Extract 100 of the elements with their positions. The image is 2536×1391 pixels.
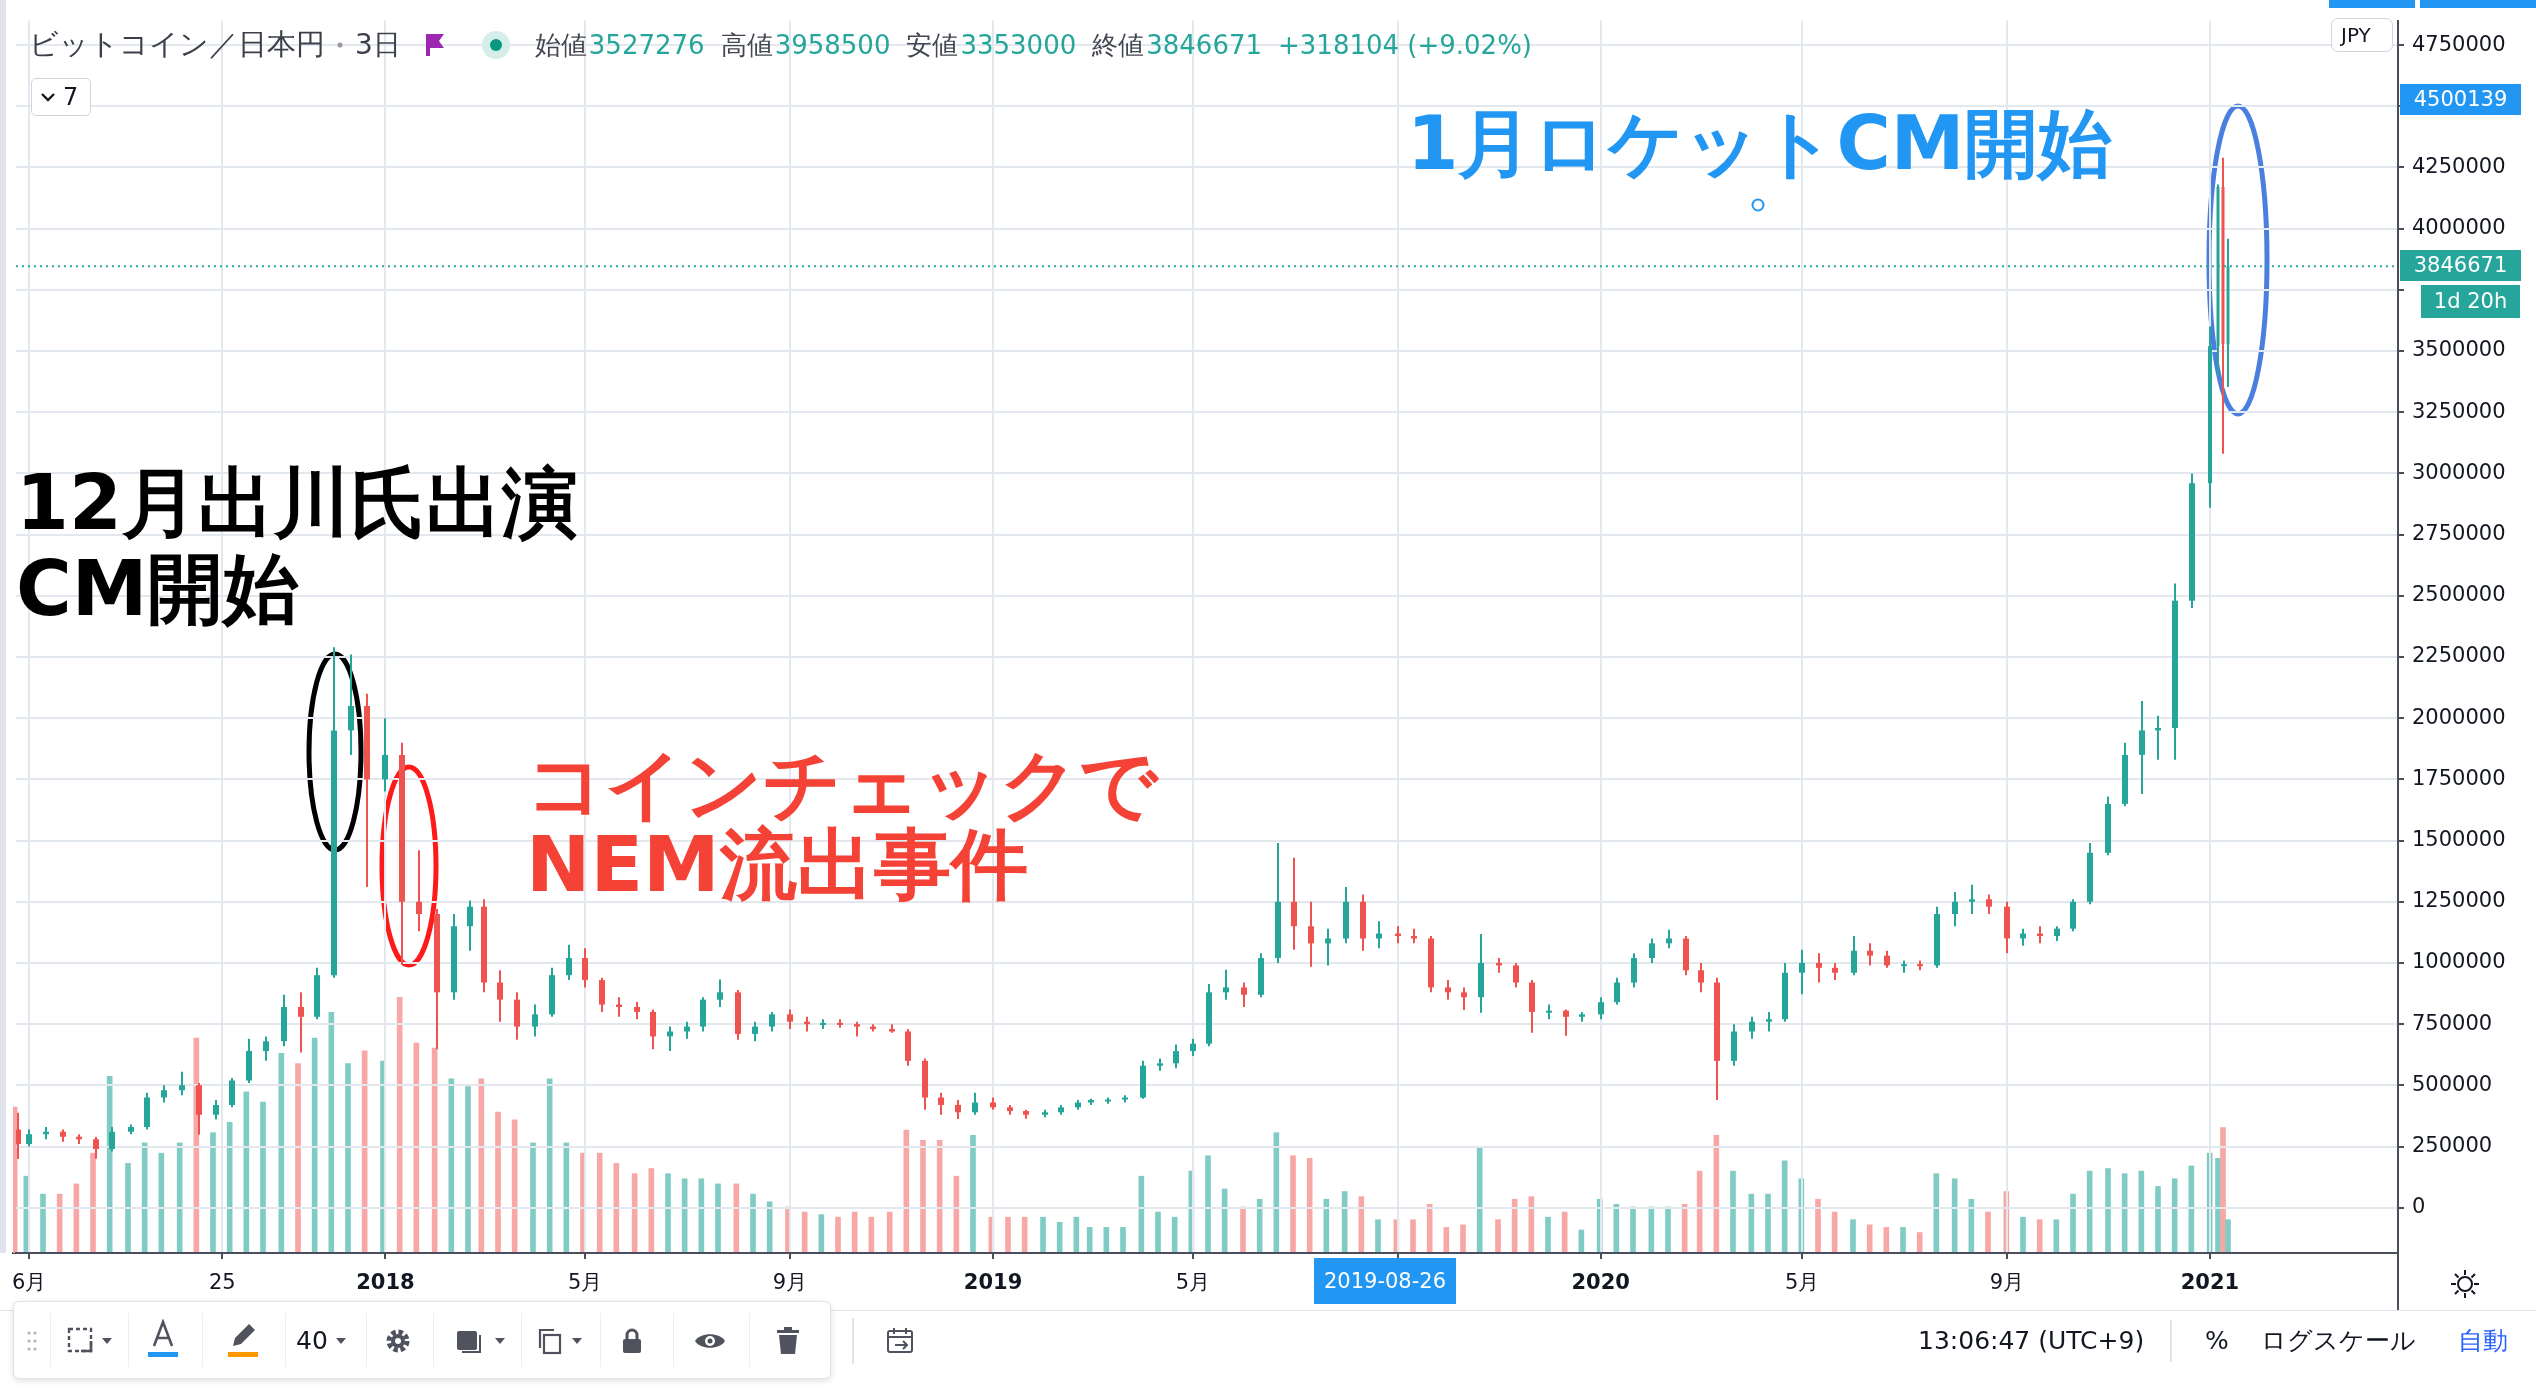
bar (750, 1193, 756, 1253)
annotation: 3958500 (774, 30, 891, 60)
candlestick (1461, 986, 1467, 1011)
annotation: 始値 (534, 28, 587, 62)
candlestick (1799, 948, 1805, 996)
candlestick (15, 1111, 21, 1161)
candlestick (497, 969, 503, 1023)
candlestick (1816, 952, 1822, 984)
bar (1240, 1206, 1246, 1253)
candlestick (1223, 968, 1229, 1001)
x-tick-label: 5月 (1784, 1270, 1820, 1295)
bar (1460, 1224, 1466, 1253)
bar (1900, 1227, 1906, 1253)
bar (715, 1183, 721, 1253)
bar (465, 1086, 471, 1253)
candlestick (1666, 928, 1672, 950)
bar (260, 1101, 266, 1253)
bar (1985, 1211, 1991, 1253)
bar (1815, 1198, 1821, 1253)
bar (1205, 1155, 1211, 1253)
bar (1545, 1216, 1551, 1253)
annotation: 高値 (720, 28, 773, 62)
y-tick-label: 2000000 (2412, 704, 2506, 729)
y-tick-label: 1500000 (2412, 827, 2506, 852)
x-tick-label: 2019 (963, 1270, 1023, 1295)
y-tick-label: 2750000 (2412, 521, 2506, 546)
bar (920, 1140, 926, 1253)
candlestick (1749, 1015, 1755, 1040)
bar (2105, 1168, 2111, 1253)
ref-line-label: 3846671 (2400, 250, 2521, 281)
bar (2020, 1216, 2026, 1253)
y-tick-label: 3500000 (2412, 337, 2506, 362)
candlestick (1563, 1008, 1569, 1037)
candlestick (972, 1091, 978, 1116)
y-tick-label: 250000 (2412, 1132, 2493, 1157)
candlestick (1614, 976, 1620, 1006)
y-tick-label: 3000000 (2412, 459, 2506, 484)
bar (1850, 1219, 1856, 1253)
x-tick-label: 9月 (772, 1270, 808, 1295)
bar (530, 1142, 536, 1253)
bar (1120, 1227, 1126, 1253)
bar (2155, 1186, 2161, 1253)
bar (1630, 1206, 1636, 1253)
bar (2070, 1193, 2076, 1253)
x-tick-label: 5月 (568, 1270, 603, 1295)
text: 13:06:47 (UTC+9) (1918, 1326, 2145, 1356)
bar (495, 1111, 501, 1253)
candlestick (752, 1020, 758, 1043)
annotation: コインチェックで NEM流出事件 (526, 740, 1158, 910)
y-tick-label: 4250000 (2412, 153, 2506, 178)
annotation: JPY (2341, 22, 2371, 49)
annotation: 12月出川氏出演 CM開始 (16, 458, 578, 633)
annotation: 3846671 (1146, 30, 1263, 60)
bar (1495, 1219, 1501, 1253)
x-tick-label: 6月 (12, 1270, 47, 1295)
text: 4500139 (2400, 84, 2521, 115)
bar (1005, 1216, 1011, 1253)
text: 2019-08-26 (1314, 1258, 1456, 1304)
y-tick-label: 2250000 (2412, 643, 2506, 668)
annotation: 3353000 (960, 30, 1077, 60)
bar (40, 1193, 46, 1253)
y-tick-label: 0 (2412, 1194, 2426, 1219)
bar (1375, 1219, 1381, 1253)
candlestick (1649, 937, 1655, 964)
text: 40 (296, 1326, 328, 1356)
candlestick (263, 1035, 269, 1062)
candlestick (1766, 1010, 1772, 1033)
bar (1765, 1193, 1771, 1253)
candlestick (1308, 900, 1314, 968)
bar (210, 1132, 216, 1253)
candlestick (109, 1125, 115, 1153)
candlestick (582, 947, 588, 989)
bar (835, 1216, 841, 1253)
candlestick (1986, 893, 1992, 915)
x-tick-label: 2018 (356, 1270, 415, 1295)
text: % (2205, 1326, 2229, 1356)
y-tick-label: 1000000 (2412, 949, 2506, 974)
text: 1d 20h (2421, 285, 2520, 318)
text: 自動 (2458, 1326, 2508, 1356)
y-tick-label: 3250000 (2412, 398, 2506, 423)
candlestick (298, 991, 304, 1054)
candlestick (1513, 961, 1519, 989)
bar (90, 1152, 96, 1253)
x-tick-label: 5月 (1175, 1270, 1211, 1295)
y-tick-label: 750000 (2412, 1010, 2493, 1035)
candlestick (566, 943, 572, 982)
x-tick-label: 2021 (2180, 1270, 2240, 1295)
chart-subtitle: 3日 (355, 27, 401, 63)
candlestick (769, 1010, 775, 1033)
candlestick (1173, 1043, 1179, 1070)
x-tick-label: 9月 (1989, 1270, 2024, 1295)
candlestick (1698, 961, 1704, 994)
candlestick (1598, 996, 1604, 1021)
candlestick (213, 1099, 219, 1121)
text: ログスケール (2261, 1326, 2416, 1356)
candlestick (938, 1091, 944, 1116)
candlestick (1445, 979, 1451, 1001)
bar (1730, 1170, 1736, 1253)
y-tick-label: 1250000 (2412, 888, 2506, 913)
bar (1040, 1216, 1046, 1253)
